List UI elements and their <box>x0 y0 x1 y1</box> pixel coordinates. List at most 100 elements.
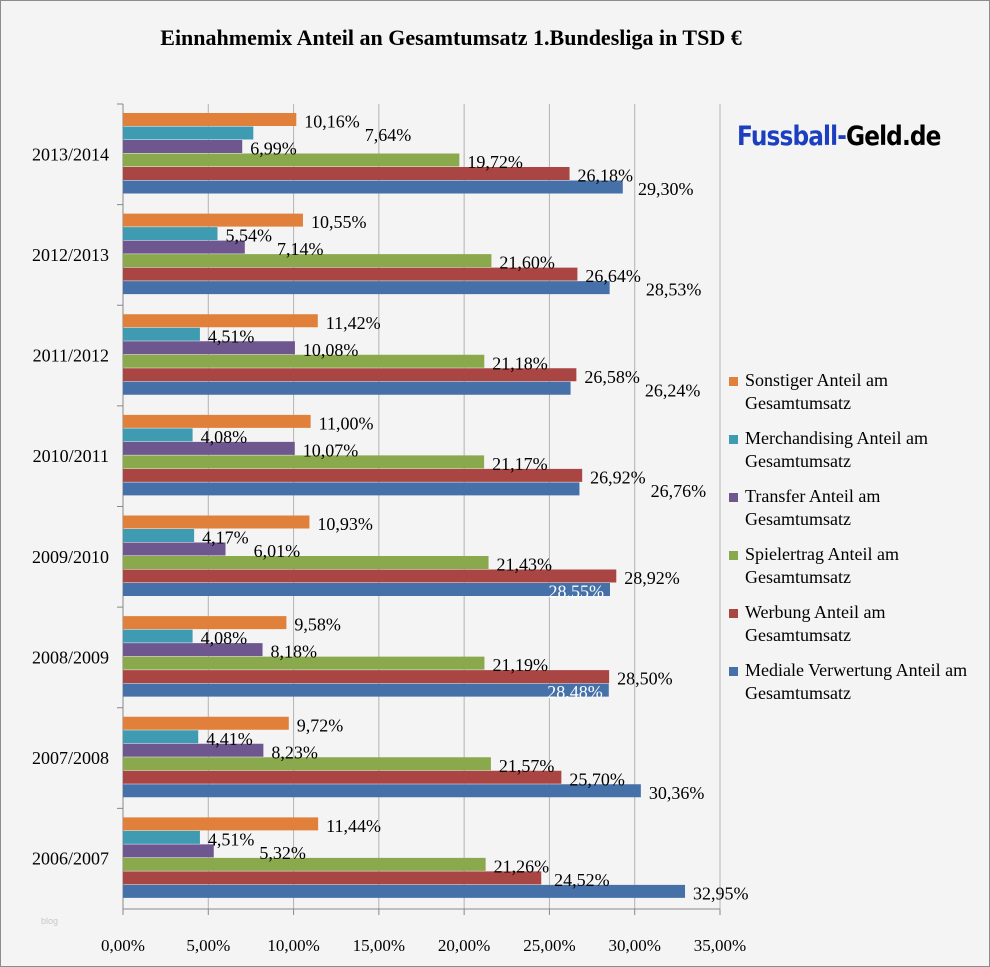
legend-item: Mediale Verwertung Anteil am Gesamtumsat… <box>729 659 984 705</box>
category-label: 2011/2012 <box>33 346 109 366</box>
data-label: 21,26% <box>494 856 550 876</box>
category-label: 2012/2013 <box>32 245 109 265</box>
data-label: 32,95% <box>693 883 749 903</box>
data-label: 9,58% <box>294 615 341 635</box>
bar <box>123 629 193 643</box>
data-label: 28,92% <box>624 568 680 588</box>
bar <box>123 583 610 596</box>
bar <box>123 314 318 328</box>
data-label: 25,70% <box>569 769 625 789</box>
data-label: 24,52% <box>554 870 610 890</box>
legend-label: Transfer Anteil am Gesamtumsatz <box>745 486 881 529</box>
x-tick-label: 30,00% <box>609 936 661 955</box>
bar <box>123 884 686 898</box>
data-label: 29,30% <box>638 179 694 199</box>
bar <box>123 468 583 482</box>
legend-label: Werbung Anteil am Gesamtumsatz <box>745 602 886 645</box>
bar <box>123 743 264 757</box>
data-label: 26,92% <box>590 467 646 487</box>
logo-part-2: Geld.de <box>845 121 941 152</box>
bar <box>123 180 623 194</box>
bar <box>123 716 289 730</box>
x-tick-label: 25,00% <box>523 936 575 955</box>
data-label: 10,93% <box>317 514 373 534</box>
data-label: 4,51% <box>208 829 255 849</box>
legend-label: Spielertrag Anteil am Gesamtumsatz <box>745 544 899 587</box>
data-label: 21,17% <box>492 454 548 474</box>
legend-swatch <box>729 493 738 502</box>
bar <box>123 529 195 542</box>
data-label: 26,76% <box>651 481 707 501</box>
category-label: 2007/2008 <box>32 748 109 768</box>
bar <box>123 817 319 831</box>
bar <box>123 569 617 583</box>
bar <box>123 757 491 771</box>
data-label: 26,58% <box>584 367 640 387</box>
logo-part-1: Fussball- <box>737 121 847 152</box>
bar <box>123 670 610 684</box>
bar <box>123 167 570 180</box>
bar <box>123 327 200 341</box>
legend-swatch <box>729 667 738 676</box>
bar <box>123 616 287 630</box>
category-label: 2009/2010 <box>32 547 109 567</box>
legend-swatch <box>729 551 738 560</box>
bar <box>123 254 492 268</box>
bar <box>123 830 200 844</box>
data-label: 4,51% <box>208 326 255 346</box>
data-label: 11,00% <box>319 413 374 433</box>
data-label: 5,32% <box>259 843 306 863</box>
x-tick-label: 15,00% <box>353 936 405 955</box>
bar <box>123 683 609 697</box>
legend-label: Sonstiger Anteil am Gesamtumsatz <box>745 370 888 413</box>
bar <box>123 227 218 241</box>
bar <box>123 213 303 227</box>
bar <box>123 126 254 140</box>
data-label: 10,07% <box>303 440 359 460</box>
data-label: 4,08% <box>201 628 248 648</box>
data-label: 28,50% <box>617 669 673 689</box>
bar <box>123 281 610 295</box>
data-label: 7,14% <box>277 239 324 259</box>
data-label: 11,42% <box>326 313 381 333</box>
data-label: 21,60% <box>499 253 555 273</box>
bar <box>123 515 310 529</box>
legend-item: Merchandising Anteil am Gesamtumsatz <box>729 427 984 473</box>
bar <box>123 113 297 126</box>
data-label: 7,64% <box>365 125 412 145</box>
bar <box>123 482 580 496</box>
bar <box>123 240 245 254</box>
data-label: 5,54% <box>225 226 272 246</box>
data-label: 28,53% <box>646 280 702 300</box>
bar <box>123 656 485 670</box>
bar <box>123 368 577 382</box>
category-label: 2008/2009 <box>32 647 109 667</box>
data-label: 21,18% <box>492 353 547 373</box>
bar <box>123 730 199 744</box>
x-tick-label: 5,00% <box>186 936 230 955</box>
legend-swatch <box>729 377 738 386</box>
bar <box>123 643 263 657</box>
bar <box>123 354 485 368</box>
legend-item: Transfer Anteil am Gesamtumsatz <box>729 485 984 531</box>
data-label: 4,41% <box>206 729 253 749</box>
bar <box>123 784 641 798</box>
legend-item: Werbung Anteil am Gesamtumsatz <box>729 601 984 647</box>
legend-item: Sonstiger Anteil am Gesamtumsatz <box>729 369 984 415</box>
bar <box>123 542 226 556</box>
legend-swatch <box>729 435 738 444</box>
data-label: 28,55% <box>548 582 604 602</box>
data-label: 10,08% <box>303 340 359 360</box>
data-label: 28,48% <box>547 682 603 702</box>
category-label: 2010/2011 <box>33 446 109 466</box>
data-label: 9,72% <box>297 715 344 735</box>
data-label: 26,64% <box>585 266 641 286</box>
bar <box>123 844 214 858</box>
data-label: 11,44% <box>326 816 381 836</box>
data-label: 21,57% <box>499 756 555 776</box>
bar <box>123 428 193 442</box>
x-tick-label: 35,00% <box>694 936 746 955</box>
data-label: 30,36% <box>649 783 705 803</box>
